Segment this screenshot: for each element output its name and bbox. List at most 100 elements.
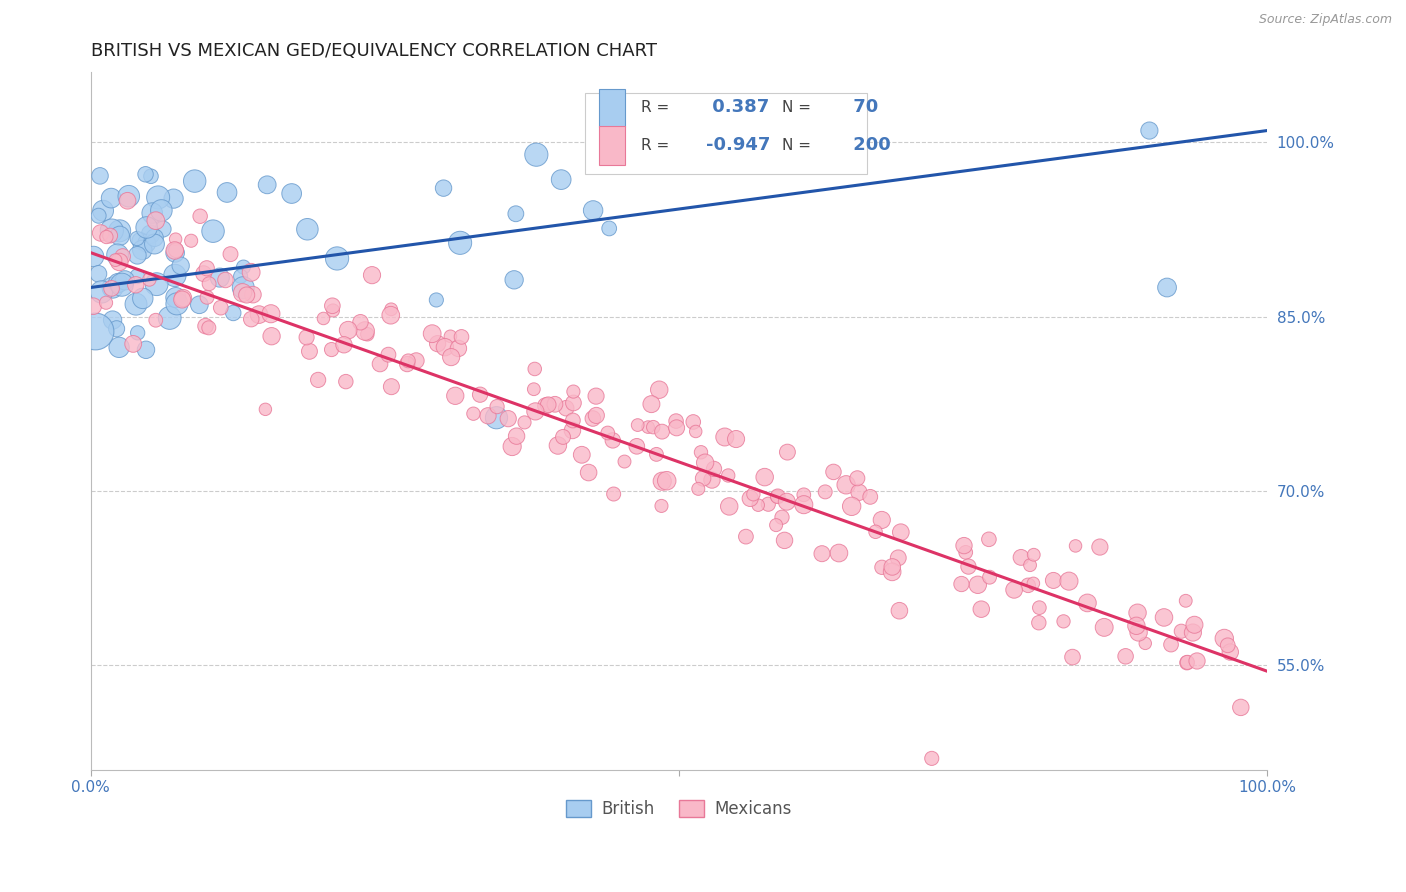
Point: [229, 269, 252, 284]
Point: [524, 404, 547, 418]
Text: 200: 200: [846, 136, 891, 154]
Point: [571, 448, 593, 462]
Point: [977, 533, 1000, 547]
Point: [118, 189, 141, 203]
Point: [219, 247, 242, 261]
Point: [145, 277, 167, 292]
Point: [101, 281, 124, 295]
Point: [440, 350, 463, 364]
Point: [1126, 606, 1149, 620]
Point: [1017, 578, 1039, 592]
Point: [82, 299, 104, 313]
Point: [420, 326, 443, 341]
Point: [312, 311, 335, 326]
Point: [841, 500, 863, 514]
Point: [152, 222, 174, 236]
Point: [94, 295, 117, 310]
Point: [950, 577, 973, 591]
Point: [232, 285, 254, 300]
Point: [651, 425, 673, 439]
Point: [640, 397, 662, 411]
Point: [561, 413, 583, 427]
Point: [1170, 624, 1192, 639]
Point: [503, 273, 526, 287]
Point: [135, 220, 157, 235]
Point: [513, 416, 536, 430]
Point: [766, 489, 789, 503]
Point: [887, 550, 910, 565]
Point: [295, 330, 318, 344]
Point: [524, 147, 547, 161]
Point: [544, 397, 567, 411]
Point: [107, 248, 129, 262]
Point: [740, 491, 762, 506]
Point: [555, 401, 578, 416]
Point: [377, 348, 399, 362]
Point: [145, 313, 167, 327]
Point: [131, 243, 153, 257]
Point: [1185, 654, 1208, 668]
Point: [1175, 656, 1198, 670]
Point: [602, 487, 624, 501]
Point: [703, 462, 725, 476]
Point: [865, 524, 887, 539]
Point: [823, 465, 845, 479]
Point: [695, 456, 717, 470]
Point: [165, 246, 187, 260]
Point: [108, 255, 131, 269]
Text: 70: 70: [846, 98, 879, 117]
Point: [496, 411, 519, 425]
Point: [361, 268, 384, 282]
Point: [117, 194, 139, 208]
Point: [100, 281, 122, 295]
Point: [747, 498, 769, 512]
Point: [793, 488, 815, 502]
Point: [1092, 620, 1115, 634]
Point: [665, 421, 688, 435]
Point: [1125, 619, 1147, 633]
Point: [770, 510, 793, 524]
Point: [550, 172, 572, 186]
Point: [222, 306, 245, 320]
Point: [195, 261, 218, 276]
Point: [242, 287, 264, 301]
Point: [655, 474, 678, 488]
Point: [396, 357, 419, 371]
Point: [582, 203, 605, 218]
Point: [921, 751, 943, 765]
Point: [613, 454, 636, 468]
Point: [859, 490, 882, 504]
Point: [501, 440, 523, 454]
Point: [380, 379, 402, 393]
Point: [260, 307, 283, 321]
Point: [188, 298, 211, 312]
Point: [650, 499, 672, 513]
Point: [1019, 558, 1042, 573]
Point: [1115, 649, 1137, 664]
Point: [108, 224, 131, 238]
Point: [368, 357, 391, 371]
Point: [835, 478, 858, 492]
Point: [793, 498, 815, 512]
Point: [585, 409, 607, 423]
Point: [172, 293, 194, 307]
Point: [1052, 615, 1074, 629]
Point: [547, 438, 569, 452]
Point: [202, 224, 225, 238]
Point: [321, 343, 343, 357]
Point: [811, 547, 834, 561]
Point: [1156, 280, 1178, 294]
Point: [1076, 596, 1098, 610]
Point: [725, 432, 748, 446]
Point: [108, 228, 131, 243]
Point: [240, 265, 263, 279]
Point: [828, 546, 851, 560]
Point: [754, 470, 776, 484]
Point: [198, 321, 221, 335]
Point: [953, 539, 976, 553]
Point: [165, 232, 187, 246]
Point: [87, 209, 110, 223]
Point: [582, 411, 605, 425]
Point: [585, 389, 607, 403]
Point: [1230, 700, 1253, 714]
